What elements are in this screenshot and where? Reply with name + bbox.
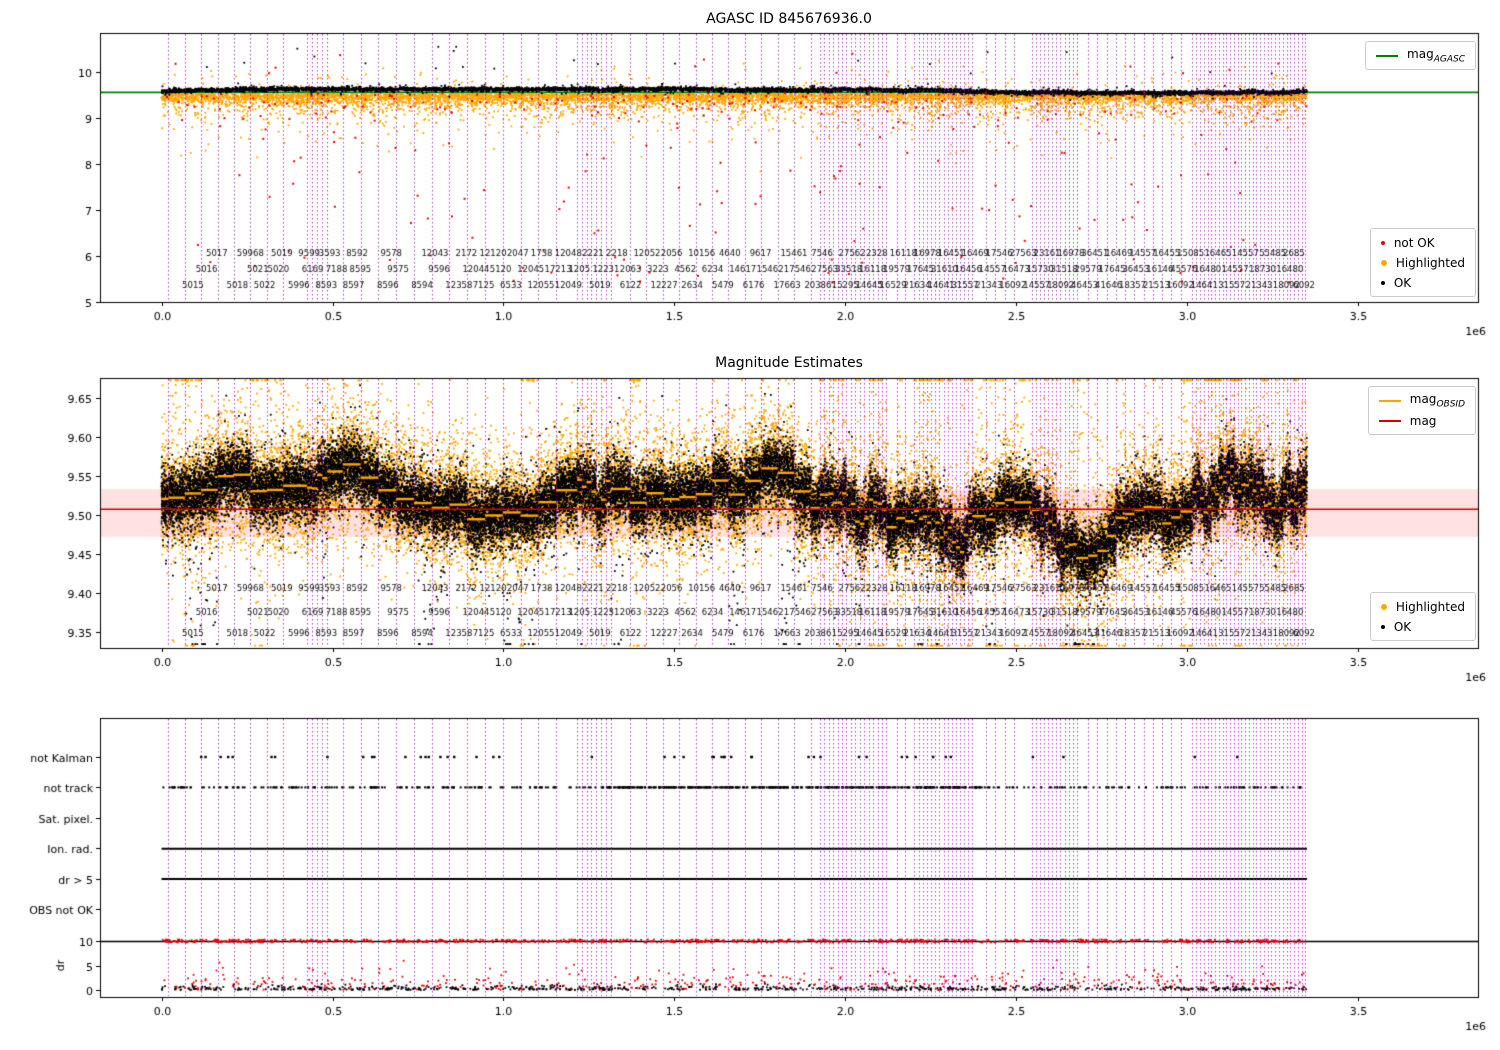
- legend-magnitude-points: Highlighted OK: [1369, 592, 1476, 641]
- ok-marker-swatch: [1380, 280, 1385, 285]
- agasc_line-line-swatch: [1376, 54, 1399, 57]
- legend-entry: Highlighted: [1380, 598, 1465, 615]
- legend-label: Highlighted: [1395, 599, 1465, 614]
- legend-entry: mag: [1378, 412, 1465, 429]
- highlighted-marker-swatch: [1380, 603, 1387, 610]
- highlighted-marker-swatch: [1380, 259, 1387, 266]
- legend-label: mag: [1409, 413, 1437, 428]
- legend-entry: not OK: [1380, 234, 1465, 251]
- legend-label: OK: [1393, 619, 1412, 634]
- ok-marker-swatch: [1380, 624, 1385, 629]
- legend-entry: magOBSID: [1378, 392, 1465, 410]
- mag_line-line-swatch: [1378, 419, 1401, 422]
- legend-entry: magAGASC: [1376, 47, 1465, 64]
- legend-magnitude-lines: magOBSID mag: [1367, 386, 1476, 436]
- legend-label: magOBSID: [1409, 392, 1465, 410]
- legend-label: OK: [1393, 275, 1412, 290]
- legend-entry: OK: [1380, 274, 1465, 291]
- chart-title-magnitude: Magnitude Estimates: [715, 355, 863, 371]
- legend-entry: Highlighted: [1380, 254, 1465, 271]
- legend-agasc-points: not OK Highlighted OK: [1369, 228, 1476, 297]
- not_ok-marker-swatch: [1380, 240, 1385, 245]
- legend-entry: OK: [1380, 618, 1465, 635]
- legend-label: Highlighted: [1395, 255, 1465, 270]
- legend-label: magAGASC: [1407, 47, 1465, 65]
- chart-title-agasc: AGASC ID 845676936.0: [706, 11, 872, 27]
- legend-agasc-mag-line: magAGASC: [1365, 41, 1476, 71]
- highlighted-line-swatch: [1378, 399, 1401, 402]
- legend-label: not OK: [1393, 235, 1435, 250]
